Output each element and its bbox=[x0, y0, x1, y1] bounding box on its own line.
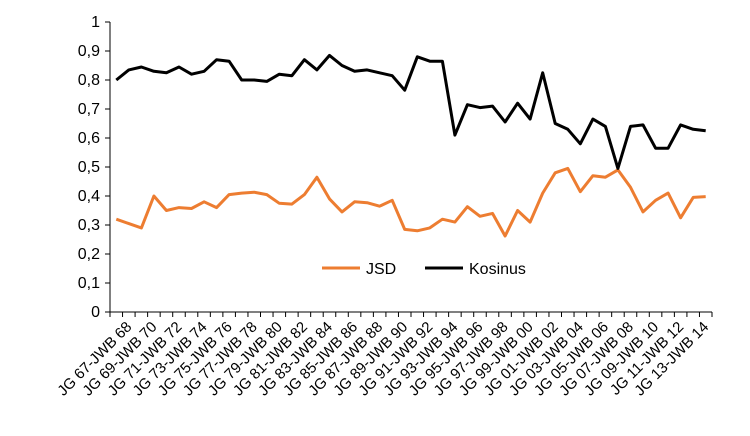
series-line-jsd bbox=[115, 166, 706, 238]
series-layer bbox=[115, 53, 706, 238]
legend-label-kosinus: Kosinus bbox=[469, 261, 526, 278]
series-line-kosinus bbox=[115, 53, 706, 170]
y-tick-label: 0,5 bbox=[78, 159, 100, 176]
y-tick-label: 0 bbox=[91, 304, 100, 321]
y-tick-label: 0,8 bbox=[78, 72, 100, 89]
y-tick-label: 0,7 bbox=[78, 101, 100, 118]
legend-label-jsd: JSD bbox=[366, 261, 396, 278]
y-tick-label: 0,2 bbox=[78, 246, 100, 263]
legend: JSD Kosinus bbox=[322, 261, 526, 278]
y-tick-label: 1 bbox=[91, 14, 100, 31]
y-tick-label: 0,6 bbox=[78, 130, 100, 147]
y-tick-label: 0,1 bbox=[78, 275, 100, 292]
y-tick-label: 0,9 bbox=[78, 43, 100, 60]
y-tick-label: 0,4 bbox=[78, 188, 100, 205]
y-axis-ticks: 0 0,1 0,2 0,3 0,4 0,5 0,6 0,7 0,8 0,9 1 bbox=[78, 14, 110, 321]
y-tick-label: 0,3 bbox=[78, 217, 100, 234]
